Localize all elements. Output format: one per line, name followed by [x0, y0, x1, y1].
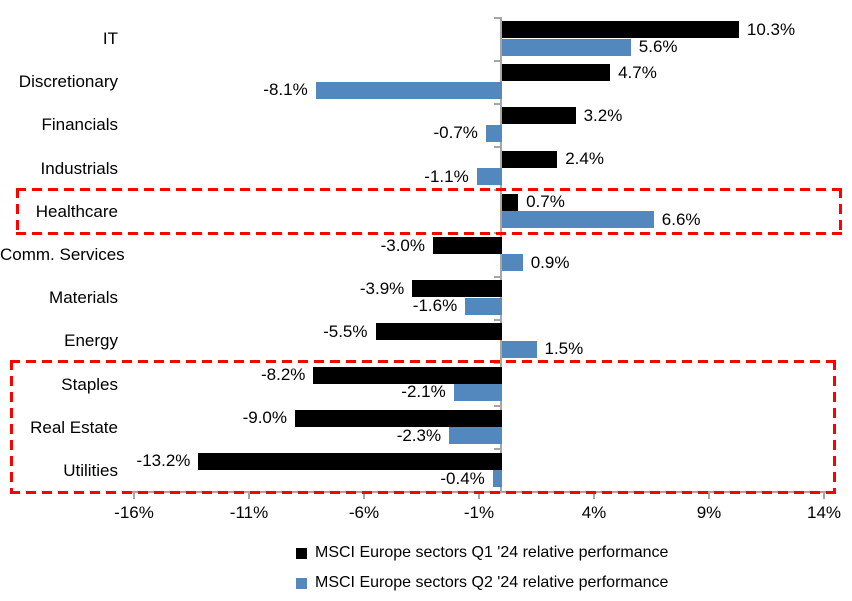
q1-value-label: 2.4% — [565, 149, 604, 169]
q1-value-label: -3.9% — [359, 278, 405, 298]
category-label: Financials — [41, 115, 118, 135]
q1-value-label: -9.0% — [242, 408, 287, 428]
q1-bar — [412, 280, 502, 298]
q2-bar — [492, 470, 502, 488]
q2-bar — [476, 168, 502, 186]
q1-bar — [433, 237, 502, 254]
q2-value-label: 5.6% — [638, 37, 678, 56]
x-tick-label: -1% — [463, 503, 495, 523]
legend-item: MSCI Europe sectors Q2 '24 relative perf… — [296, 568, 668, 598]
q1-bar — [295, 409, 502, 427]
q2-bar — [502, 340, 537, 358]
highlight-box-edge — [833, 360, 836, 495]
q2-legend-swatch — [296, 577, 307, 589]
q2-bar — [502, 254, 523, 272]
highlight-box-edge — [16, 232, 842, 236]
category-label: Healthcare — [35, 201, 118, 221]
category-label: Comm. Services — [0, 244, 125, 264]
highlight-box-edge — [10, 360, 836, 364]
value-tick — [593, 492, 595, 500]
highlight-box-edge — [16, 187, 19, 236]
q2-bar — [502, 38, 631, 56]
q2-value-label: -1.1% — [424, 166, 469, 186]
q1-legend-swatch — [296, 547, 307, 559]
q2-bar — [449, 427, 502, 445]
q2-value-label: 0.9% — [530, 252, 570, 272]
q1-bar — [313, 366, 502, 384]
value-tick — [823, 492, 825, 500]
category-tick — [494, 275, 502, 278]
legend-label: MSCI Europe sectors Q1 '24 relative perf… — [315, 544, 669, 561]
q1-value-label: 10.3% — [746, 19, 796, 39]
q1-bar — [502, 150, 558, 168]
q1-value-label: -5.5% — [323, 321, 368, 341]
q2-value-label: 6.6% — [661, 209, 701, 229]
category-label: IT — [102, 29, 118, 49]
q2-bar — [502, 211, 654, 229]
highlight-box-edge — [10, 360, 13, 495]
category-label: Real Estate — [30, 417, 118, 437]
legend: MSCI Europe sectors Q1 '24 relative perf… — [296, 538, 668, 598]
highlight-box-healthcare — [16, 187, 842, 236]
q1-bar — [502, 64, 611, 82]
category-tick — [494, 102, 502, 105]
q1-bar — [198, 452, 502, 470]
q1-bar — [502, 107, 576, 125]
highlight-box-edge — [10, 491, 836, 495]
value-tick — [478, 492, 480, 500]
category-axis-line — [500, 17, 502, 493]
value-tick — [708, 492, 710, 500]
x-tick-label: -16% — [114, 503, 154, 523]
category-tick — [494, 59, 502, 62]
q2-bar — [315, 81, 502, 99]
q2-value-label: 1.5% — [544, 339, 584, 359]
category-label: Staples — [61, 374, 118, 394]
x-tick-label: 14% — [806, 503, 842, 523]
category-tick — [494, 448, 502, 451]
q2-value-label: -0.4% — [440, 468, 485, 488]
highlight-box-edge — [839, 187, 842, 236]
q2-bar — [453, 383, 502, 401]
q2-value-label: -8.1% — [263, 80, 308, 100]
x-tick-label: 4% — [581, 503, 607, 523]
q1-value-label: -3.0% — [380, 235, 425, 255]
category-tick — [494, 16, 502, 19]
category-tick — [494, 405, 502, 408]
value-tick — [363, 492, 365, 500]
q2-bar — [465, 297, 502, 315]
q1-bar — [502, 193, 519, 211]
q2-value-label: -0.7% — [433, 123, 478, 143]
q1-value-label: -13.2% — [136, 451, 191, 471]
x-tick-label: -11% — [229, 503, 269, 523]
highlight-box-defensives — [10, 360, 836, 495]
legend-item: MSCI Europe sectors Q1 '24 relative perf… — [296, 538, 668, 568]
value-tick — [248, 492, 250, 500]
value-tick — [133, 492, 135, 500]
q2-value-label: -1.6% — [412, 296, 458, 316]
category-label: Discretionary — [18, 72, 118, 92]
q1-value-label: -8.2% — [260, 365, 306, 385]
category-label: Materials — [49, 288, 118, 308]
category-label: Utilities — [63, 460, 118, 480]
legend-label: MSCI Europe sectors Q2 '24 relative perf… — [315, 574, 669, 591]
category-label: Industrials — [40, 158, 118, 178]
category-tick — [494, 146, 502, 149]
q2-bar — [485, 124, 502, 142]
q2-value-label: -2.1% — [401, 382, 446, 402]
category-label: Energy — [64, 331, 118, 351]
q1-bar — [375, 323, 502, 341]
highlight-box-edge — [16, 187, 842, 191]
x-tick-label: 9% — [696, 503, 722, 523]
category-tick — [494, 318, 502, 321]
q1-value-label: 0.7% — [526, 192, 565, 212]
q2-value-label: -2.3% — [396, 425, 442, 445]
q1-bar — [502, 21, 739, 39]
q1-value-label: 4.7% — [618, 62, 657, 82]
x-tick-label: -6% — [348, 503, 380, 523]
q1-value-label: 3.2% — [583, 105, 623, 125]
